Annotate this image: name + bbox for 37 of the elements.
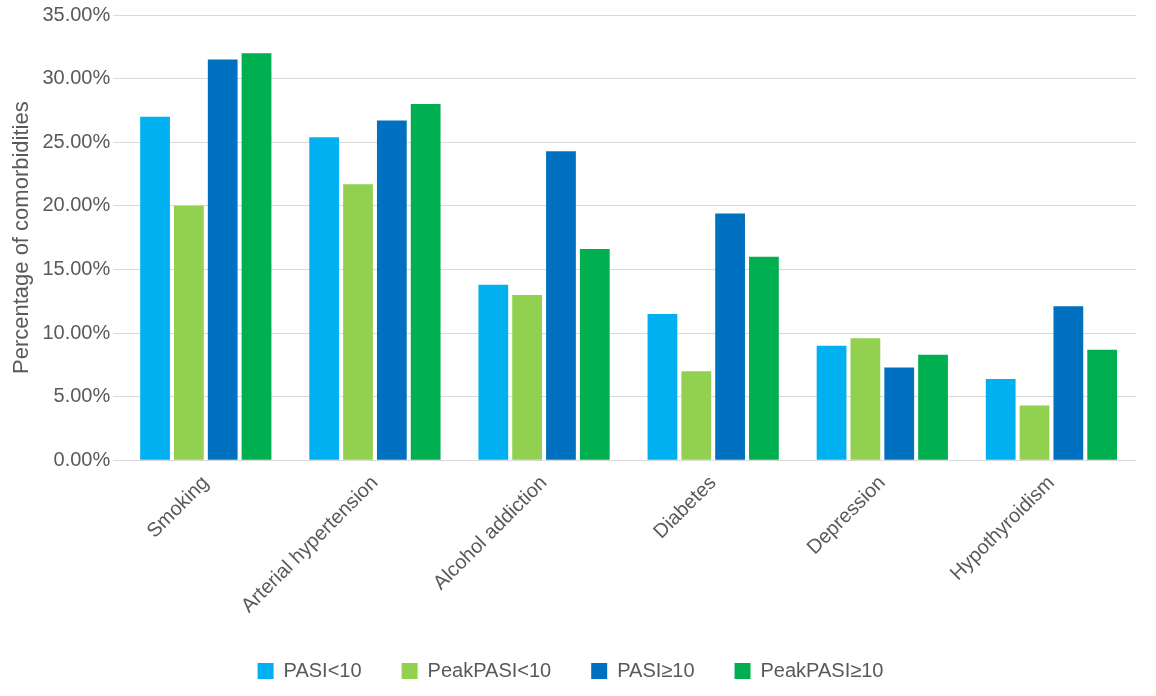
- bar: [749, 256, 779, 460]
- bar: [715, 213, 745, 460]
- bar: [1019, 405, 1050, 460]
- bar: [884, 367, 915, 460]
- bar: [343, 184, 373, 460]
- y-tick-label: 5.00%: [53, 384, 111, 407]
- y-axis-title: Percentage of comorbidities: [8, 101, 34, 375]
- y-tick-label: 10.00%: [42, 320, 111, 343]
- bar: [850, 338, 881, 460]
- bar: [1053, 306, 1084, 460]
- bar: [174, 205, 204, 460]
- bar: [207, 59, 238, 460]
- bar: [579, 249, 610, 460]
- bar: [918, 354, 948, 460]
- bar: [647, 314, 678, 460]
- y-tick-label: 35.00%: [42, 2, 111, 25]
- legend-label: PeakPASI<10: [427, 658, 552, 681]
- bar: [140, 116, 170, 460]
- y-tick-label: 30.00%: [42, 66, 111, 89]
- bar: [309, 137, 340, 460]
- bar: [376, 120, 407, 460]
- legend-label: PASI<10: [283, 658, 362, 681]
- bar: [681, 371, 712, 460]
- bar: [410, 104, 441, 460]
- bar: [816, 345, 847, 460]
- bar: [546, 151, 576, 460]
- legend-label: PeakPASI≥10: [760, 658, 884, 681]
- y-tick-label: 0.00%: [53, 447, 111, 470]
- legend-label: PASI≥10: [617, 658, 695, 681]
- bar: [478, 284, 509, 460]
- y-tick-label: 25.00%: [42, 129, 111, 152]
- y-tick-label: 15.00%: [42, 256, 111, 279]
- bar: [241, 53, 272, 460]
- bar: [1087, 349, 1118, 460]
- bar: [985, 378, 1016, 460]
- bar: [512, 294, 543, 460]
- y-tick-label: 20.00%: [42, 193, 111, 216]
